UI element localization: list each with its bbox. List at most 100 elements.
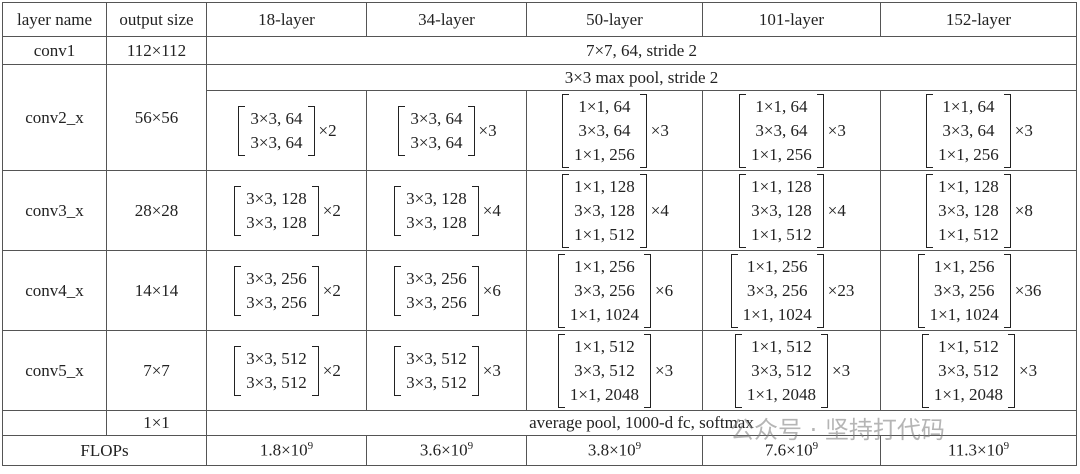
bracket: 1×1, 128 3×3, 128 1×1, 512 [560, 173, 649, 248]
flops-cell: 3.6×109 [366, 435, 527, 466]
multiplier: ×6 [655, 280, 674, 300]
block-cell: 1×1, 256 3×3, 256 1×1, 1024 ×36 [880, 250, 1077, 331]
block-line: 1×1, 512 [574, 336, 635, 356]
layer-name: conv3_x [2, 170, 107, 251]
block: 1×1, 64 3×3, 64 1×1, 256 ×3 [737, 93, 846, 168]
block-line: 3×3, 256 [246, 292, 307, 312]
layer-name: FLOPs [2, 435, 207, 466]
flops-base: 3.6×10 [419, 440, 468, 460]
block-cell: 3×3, 256 3×3, 256 ×6 [366, 250, 527, 331]
flops-exp: 9 [307, 440, 314, 453]
block-cell: 3×3, 128 3×3, 128 ×2 [206, 170, 367, 251]
block-line: 3×3, 512 [574, 360, 635, 380]
block-line: 3×3, 256 [246, 268, 307, 288]
block-cell: 1×1, 64 3×3, 64 1×1, 256 ×3 [702, 90, 881, 171]
multiplier: ×2 [318, 120, 337, 140]
flops-base: 3.8×10 [587, 440, 636, 460]
multiplier: ×3 [1014, 120, 1033, 140]
block-line: 3×3, 128 [246, 212, 307, 232]
bracket: 3×3, 256 3×3, 256 [232, 265, 321, 316]
block: 3×3, 64 3×3, 64 ×2 [236, 105, 337, 156]
header-cell: 101-layer [702, 2, 881, 37]
layer-name: conv5_x [2, 330, 107, 411]
block-line: 3×3, 512 [406, 372, 467, 392]
block-line: 3×3, 256 [406, 292, 467, 312]
block: 3×3, 128 3×3, 128 ×2 [232, 185, 341, 236]
output-size: 14×14 [106, 250, 207, 331]
block: 1×1, 64 3×3, 64 1×1, 256 ×3 [560, 93, 669, 168]
header-cell: output size [106, 2, 207, 37]
multiplier: ×3 [478, 120, 497, 140]
multiplier: ×2 [322, 280, 341, 300]
bracket: 3×3, 64 3×3, 64 [236, 105, 316, 156]
block-line: 1×1, 256 [933, 256, 995, 276]
block-line: 1×1, 64 [755, 96, 808, 116]
output-size: 7×7 [106, 330, 207, 411]
block-cell: 1×1, 64 3×3, 64 1×1, 256 ×3 [526, 90, 703, 171]
bracket: 1×1, 256 3×3, 256 1×1, 1024 [556, 253, 653, 328]
block-row: 3×3, 64 3×3, 64 ×2 3×3, 64 3×3, 64 ×3 1×1, 64 3… [3, 90, 1077, 171]
block-line: 3×3, 256 [406, 268, 467, 288]
block: 1×1, 512 3×3, 512 1×1, 2048 ×3 [920, 333, 1037, 408]
multiplier: ×3 [482, 360, 501, 380]
block-line: 3×3, 64 [578, 120, 631, 140]
block-line: 1×1, 512 [938, 224, 999, 244]
block-line: 1×1, 256 [938, 144, 999, 164]
span-cell: average pool, 1000-d fc, softmax [206, 410, 1077, 436]
span-row: 1×1 average pool, 1000-d fc, softmax [2, 410, 1077, 436]
block: 3×3, 256 3×3, 256 ×2 [232, 265, 341, 316]
block-line: 1×1, 512 [938, 336, 999, 356]
flops-exp: 9 [635, 440, 642, 453]
header-cell: 152-layer [880, 2, 1077, 37]
block-line: 3×3, 64 [942, 120, 995, 140]
header-cell: 18-layer [206, 2, 367, 37]
flops-cell: 11.3×109 [880, 435, 1077, 466]
block-line: 3×3, 256 [746, 280, 808, 300]
block-line: 3×3, 128 [246, 188, 307, 208]
block-line: 3×3, 256 [933, 280, 995, 300]
block-line: 3×3, 512 [938, 360, 999, 380]
flops-row: FLOPs 1.8×109 3.6×109 3.8×109 7.6×109 11.3×10… [2, 435, 1077, 466]
flops-exp: 9 [1003, 440, 1010, 453]
table-body: layer name output size 18-layer 34-layer 50-… [2, 2, 1077, 466]
block-line: 1×1, 256 [751, 144, 812, 164]
multiplier: ×3 [650, 120, 669, 140]
multiplier: ×2 [322, 200, 341, 220]
block-cell: 1×1, 128 3×3, 128 1×1, 512 ×8 [880, 170, 1077, 251]
bracket: 1×1, 128 3×3, 128 1×1, 512 [737, 173, 826, 248]
multiplier: ×4 [827, 200, 846, 220]
block-line: 3×3, 128 [406, 188, 467, 208]
multiplier: ×2 [322, 360, 341, 380]
block-cell: 1×1, 128 3×3, 128 1×1, 512 ×4 [702, 170, 881, 251]
span-cell: 7×7, 64, stride 2 [206, 36, 1077, 65]
header-cell: layer name [2, 2, 107, 37]
flops-base: 1.8×10 [259, 440, 308, 460]
bracket: 3×3, 128 3×3, 128 [392, 185, 481, 236]
multiplier: ×23 [827, 280, 855, 300]
block-line: 3×3, 128 [574, 200, 635, 220]
block-cell: 1×1, 512 3×3, 512 1×1, 2048 ×3 [526, 330, 703, 411]
block-line: 1×1, 1024 [569, 304, 639, 324]
block-cell: 3×3, 64 3×3, 64 ×2 [206, 90, 367, 171]
block-line: 1×1, 1024 [742, 304, 812, 324]
span-row: conv1 112×112 7×7, 64, stride 2 [2, 36, 1077, 65]
bracket: 3×3, 256 3×3, 256 [392, 265, 481, 316]
block: 1×1, 64 3×3, 64 1×1, 256 ×3 [924, 93, 1033, 168]
block-line: 3×3, 128 [406, 212, 467, 232]
multiplier: ×36 [1014, 280, 1042, 300]
empty-cell [2, 410, 107, 436]
stage-row: conv3_x 28×28 3×3, 128 3×3, 128 ×2 3×3, 128 3×… [2, 170, 1077, 251]
multiplier: ×3 [655, 360, 674, 380]
stage-row: conv2_x 56×56 3×3 max pool, stride 2 [2, 64, 1077, 171]
block: 1×1, 512 3×3, 512 1×1, 2048 ×3 [556, 333, 674, 408]
multiplier: ×3 [832, 360, 851, 380]
block-cell: 3×3, 256 3×3, 256 ×2 [206, 250, 367, 331]
block-line: 1×1, 2048 [933, 384, 1003, 404]
block-line: 3×3, 64 [250, 108, 303, 128]
bracket: 3×3, 64 3×3, 64 [396, 105, 476, 156]
flops-base: 7.6×10 [764, 440, 813, 460]
multiplier: ×8 [1014, 200, 1033, 220]
block: 1×1, 512 3×3, 512 1×1, 2048 ×3 [733, 333, 851, 408]
block-cell: 1×1, 64 3×3, 64 1×1, 256 ×3 [880, 90, 1077, 171]
block-line: 1×1, 1024 [929, 304, 999, 324]
